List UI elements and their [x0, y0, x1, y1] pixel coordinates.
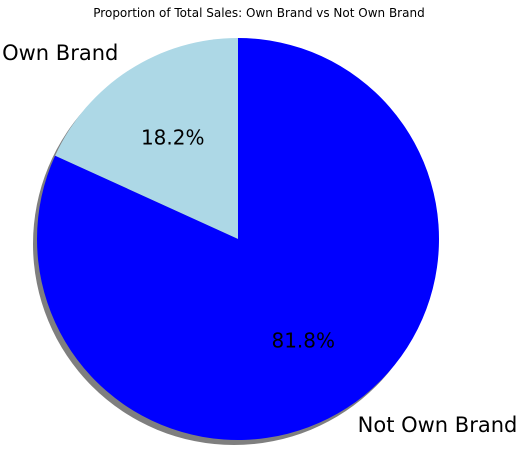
chart-title: Proportion of Total Sales: Own Brand vs … — [93, 6, 425, 20]
slice-pct-not-own-brand: 81.8% — [271, 328, 335, 352]
slice-pct-own-brand: 18.2% — [141, 126, 205, 150]
slice-label-own-brand: Own Brand — [2, 41, 118, 65]
pie-slice-own-brand — [55, 38, 239, 239]
pie-slices — [36, 38, 439, 440]
slice-label-not-own-brand: Not Own Brand — [358, 413, 518, 437]
pie-labels: Own Brand 18.2% Not Own Brand 81.8% — [2, 41, 517, 437]
pie-slice-not-own-brand — [36, 38, 439, 440]
